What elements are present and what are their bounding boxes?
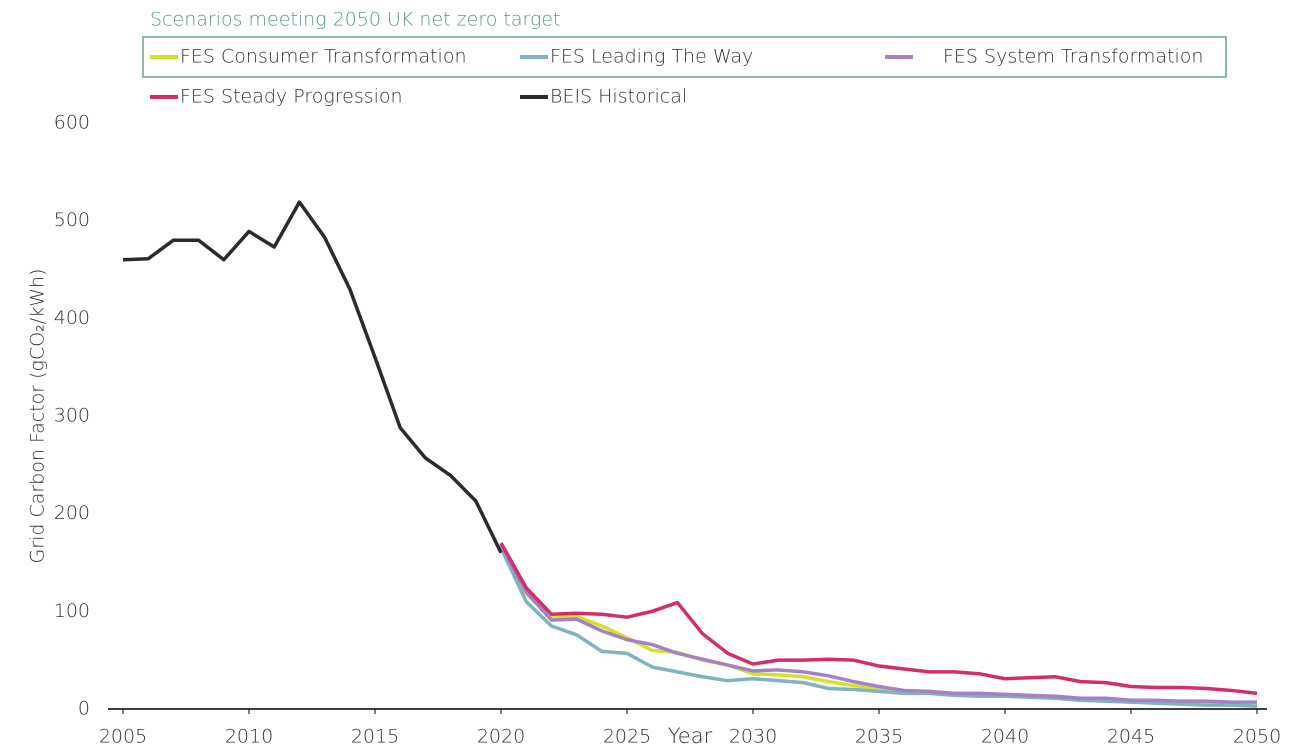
x-tick-label: 2020 <box>477 726 525 748</box>
y-tick-label: 500 <box>54 209 90 231</box>
y-tick-label: 300 <box>54 405 90 427</box>
x-axis-label: Year <box>668 724 713 748</box>
legend-label: FES Steady Progression <box>180 86 403 108</box>
x-tick-label: 2010 <box>225 726 273 748</box>
x-tick-label: 2045 <box>1107 726 1155 748</box>
series-line <box>499 544 1258 708</box>
series-line <box>499 542 1258 696</box>
x-tick-label: 2025 <box>603 726 651 748</box>
y-tick-label: 400 <box>54 307 90 329</box>
legend-label: BEIS Historical <box>550 86 687 108</box>
legend-label: FES Leading The Way <box>550 46 753 68</box>
x-tick-label: 2035 <box>855 726 903 748</box>
x-tick-label: 2030 <box>729 726 777 748</box>
y-axis-label: Grid Carbon Factor (gCO₂/kWh) <box>27 269 49 564</box>
y-tick-label: 600 <box>54 112 90 134</box>
y-tick-label: 100 <box>54 600 90 622</box>
series-line <box>499 547 1258 708</box>
y-tick-label: 0 <box>78 698 90 720</box>
series-line <box>499 544 1257 704</box>
x-tick-label: 2015 <box>351 726 399 748</box>
chart-title: Scenarios meeting 2050 UK net zero targe… <box>150 9 561 31</box>
x-tick-label: 2040 <box>981 726 1029 748</box>
x-tick-label: 2050 <box>1233 726 1281 748</box>
legend-box <box>142 36 1227 78</box>
legend-label: FES System Transformation <box>943 46 1203 68</box>
y-tick-label: 200 <box>54 502 90 524</box>
series-line <box>122 200 503 554</box>
x-tick-label: 2005 <box>99 726 147 748</box>
legend-label: FES Consumer Transformation <box>180 46 467 68</box>
